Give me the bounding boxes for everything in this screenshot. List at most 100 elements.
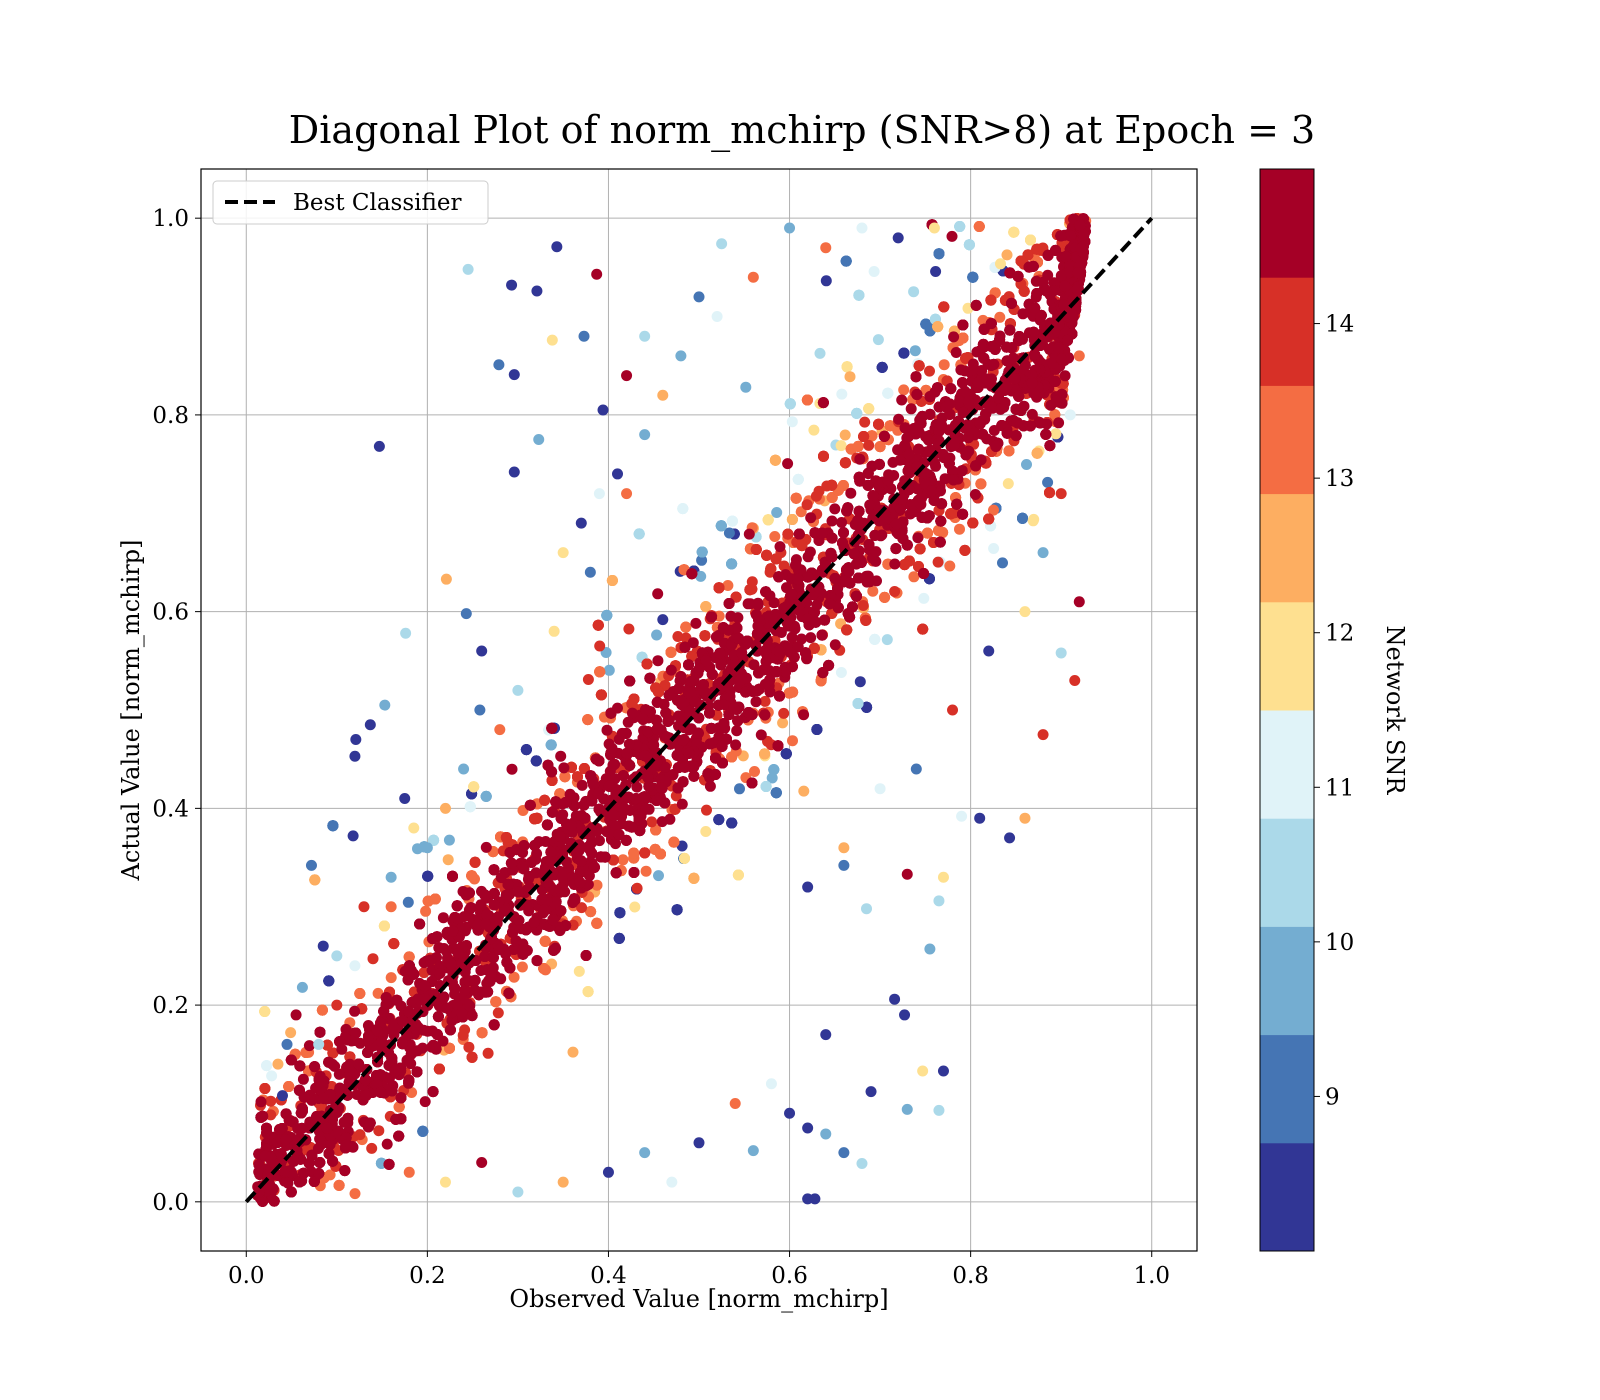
scatter-point-background xyxy=(591,879,603,891)
scatter-point-background xyxy=(860,614,872,626)
scatter-point-background xyxy=(786,416,798,428)
scatter-point-background xyxy=(861,701,873,713)
scatter-point-background xyxy=(644,672,656,684)
scatter-point-background xyxy=(844,371,856,383)
scatter-point-background xyxy=(623,623,635,635)
scatter-point-background xyxy=(1059,370,1071,382)
scatter-point-background xyxy=(836,388,848,400)
scatter-point-background xyxy=(444,1024,456,1036)
scatter-point-background xyxy=(1001,249,1013,261)
scatter-point-background xyxy=(884,420,896,432)
scatter-point-background xyxy=(500,832,512,843)
scatter-point-background xyxy=(393,1101,405,1113)
scatter-point-background xyxy=(696,554,708,566)
scatter-point-background xyxy=(777,717,789,729)
scatter-point-background xyxy=(466,1051,478,1063)
scatter-point-background xyxy=(327,820,339,832)
scatter-point-background xyxy=(531,955,543,967)
scatter-point-background xyxy=(482,1047,494,1059)
scatter-point-background xyxy=(983,513,995,525)
scatter-point-background xyxy=(853,289,865,301)
scatter-point-background xyxy=(651,696,663,708)
scatter-point-background xyxy=(546,775,558,786)
scatter-point-background xyxy=(1050,428,1062,440)
scatter-point-background xyxy=(740,381,752,393)
scatter-point-background xyxy=(1021,459,1032,470)
scatter-point-background xyxy=(967,271,979,283)
scatter-point-background xyxy=(994,311,1006,323)
scatter-point-background xyxy=(956,465,968,477)
scatter-point-background xyxy=(1012,270,1024,282)
scatter-point-background xyxy=(676,840,688,852)
scatter-point-background xyxy=(366,1142,378,1154)
scatter-point-background xyxy=(924,365,935,377)
scatter-point-background xyxy=(858,431,870,442)
scatter-point-background xyxy=(963,239,975,251)
scatter-point-background xyxy=(908,286,920,298)
scatter-point-background xyxy=(730,591,742,603)
scatter-point-background xyxy=(640,865,652,877)
chart-title: Diagonal Plot of norm_mchirp (SNR>8) at … xyxy=(289,108,1315,153)
scatter-point-background xyxy=(857,600,869,611)
scatter-point-background xyxy=(427,1086,439,1098)
scatter-point-background xyxy=(641,658,653,670)
scatter-point-background xyxy=(995,258,1006,270)
scatter-point-background xyxy=(309,874,321,886)
scatter-point-background xyxy=(466,870,478,882)
scatter-point-background xyxy=(420,905,432,917)
scatter-point-background xyxy=(826,492,838,503)
scatter-point-background xyxy=(463,1041,475,1053)
scatter-point-background xyxy=(726,515,738,527)
scatter-point-background xyxy=(1028,513,1040,525)
scatter-point-background xyxy=(559,771,571,783)
scatter-point-background xyxy=(546,722,558,734)
scatter-point-background xyxy=(782,458,794,470)
scatter-point-background xyxy=(378,920,390,932)
scatter-point-background xyxy=(383,1158,395,1170)
scatter-points xyxy=(252,213,1092,1207)
scatter-point-background xyxy=(567,1046,579,1058)
scatter-point-background xyxy=(922,527,933,539)
scatter-point-background xyxy=(869,633,881,645)
scatter-point-background xyxy=(810,490,822,502)
scatter-point-background xyxy=(768,764,780,776)
scatter-point-background xyxy=(539,935,551,947)
scatter-point-background xyxy=(876,361,888,373)
scatter-point-background xyxy=(874,441,886,453)
scatter-point-background xyxy=(657,614,669,626)
scatter-point-background xyxy=(591,917,603,929)
scatter-point-background xyxy=(367,953,379,965)
scatter-point-background xyxy=(808,424,820,436)
scatter-point-background xyxy=(851,407,863,419)
scatter-point-background xyxy=(443,834,455,846)
scatter-point-background xyxy=(464,801,476,813)
scatter-point-background xyxy=(909,345,921,357)
scatter-point-background xyxy=(468,781,480,793)
scatter-point-background xyxy=(854,676,866,688)
scatter-point-background xyxy=(594,640,606,652)
scatter-point-background xyxy=(935,515,947,527)
scatter-point-background xyxy=(732,869,744,881)
scatter-point-background xyxy=(898,347,910,359)
scatter-point-background xyxy=(1044,487,1055,499)
scatter-point-background xyxy=(977,314,989,326)
scatter-point-background xyxy=(373,1125,385,1137)
scatter-point-background xyxy=(867,585,879,597)
scatter-point-background xyxy=(742,598,754,610)
scatter-point-background xyxy=(859,416,871,428)
scatter-point-background xyxy=(784,398,796,410)
scatter-point-background xyxy=(725,610,737,622)
scatter-point-background xyxy=(930,266,942,277)
scatter-point-background xyxy=(1002,478,1014,490)
scatter-point-background xyxy=(700,826,712,837)
scatter-point-background xyxy=(480,790,492,802)
scatter-point-background xyxy=(457,1029,469,1041)
scatter-point-background xyxy=(840,255,852,267)
scatter-point-background xyxy=(354,988,366,999)
scatter-point-background xyxy=(700,601,712,613)
scatter-point-background xyxy=(780,748,792,760)
scatter-point-background xyxy=(701,804,712,816)
scatter-point-background xyxy=(316,1004,328,1016)
scatter-point-background xyxy=(402,896,414,908)
scatter-point-background xyxy=(433,1063,445,1075)
